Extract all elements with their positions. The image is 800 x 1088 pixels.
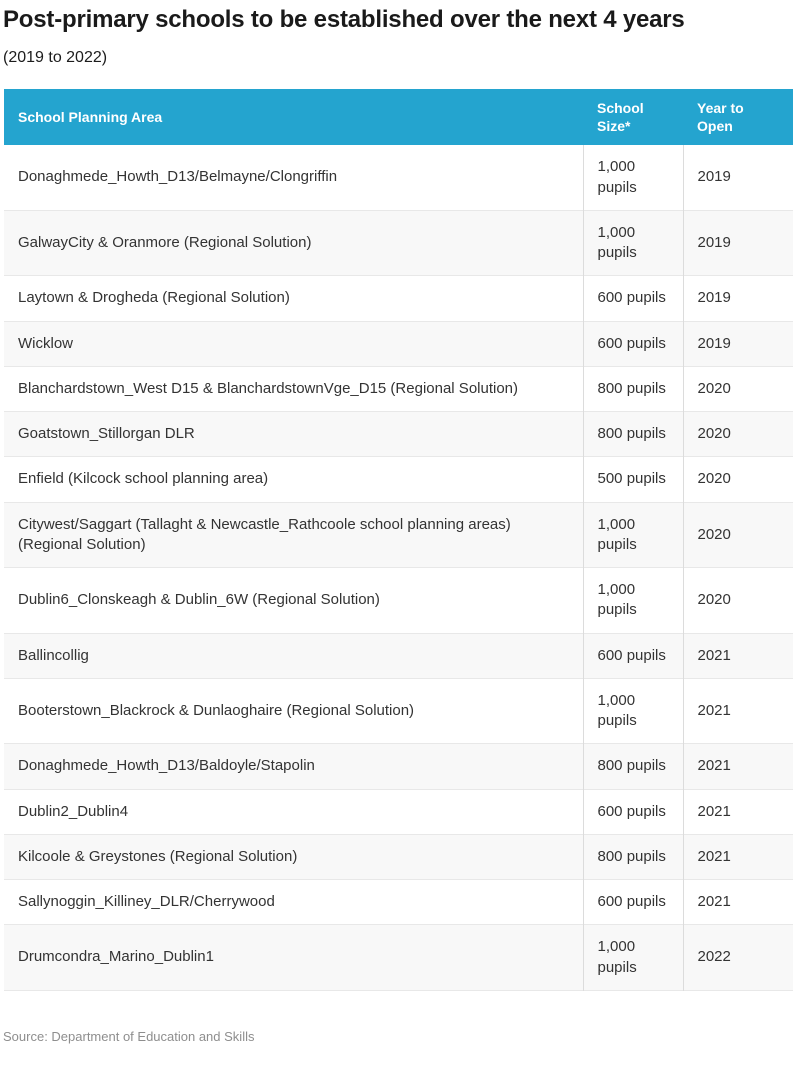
cell-school-planning-area: Laytown & Drogheda (Regional Solution) [4,275,583,322]
cell-school-size: 600 pupils [582,879,683,925]
table-row: GalwayCity & Oranmore (Regional Solution… [4,209,793,276]
cell-school-planning-area: Blanchardstown_West D15 & Blanchardstown… [4,365,583,412]
cell-year-to-open: 2019 [682,275,793,322]
cell-year-to-open: 2020 [682,365,793,412]
cell-year-to-open: 2019 [682,320,793,367]
cell-year-to-open: 2021 [682,632,793,679]
cell-year-to-open: 2021 [682,879,793,925]
table-row: Dublin6_Clonskeagh & Dublin_6W (Regional… [4,567,793,634]
cell-year-to-open: 2019 [682,209,793,276]
column-header-school-size: School Size* [583,88,683,146]
table-row: Wicklow 600 pupils 2019 [4,320,793,367]
cell-year-to-open: 2020 [682,456,793,503]
cell-school-planning-area: Sallynoggin_Killiney_DLR/Cherrywood [4,879,583,925]
cell-school-planning-area: Booterstown_Blackrock & Dunlaoghaire (Re… [4,677,583,744]
cell-school-size: 1,000 pupils [582,209,683,276]
table-row: Enfield (Kilcock school planning area) 50… [4,456,793,503]
page-title: Post-primary schools to be established o… [3,6,685,33]
cell-school-size: 600 pupils [582,320,683,367]
page: Post-primary schools to be established o… [3,6,793,1044]
cell-school-planning-area: Drumcondra_Marino_Dublin1 [4,924,583,991]
cell-school-size: 1,000 pupils [582,924,683,991]
table-header-row: School Planning Area School Size* Year t… [4,88,793,146]
page-subtitle: (2019 to 2022) [3,48,108,66]
cell-year-to-open: 2022 [682,924,793,991]
cell-year-to-open: 2021 [682,743,793,790]
cell-school-size: 800 pupils [582,411,683,457]
column-header-year-to-open: Year to Open [683,88,793,146]
cell-school-size: 500 pupils [582,456,683,503]
cell-year-to-open: 2021 [682,788,793,835]
cell-school-planning-area: Donaghmede_Howth_D13/Baldoyle/Stapolin [4,743,583,790]
cell-school-planning-area: Dublin6_Clonskeagh & Dublin_6W (Regional… [4,567,583,634]
cell-year-to-open: 2020 [682,411,793,457]
cell-year-to-open: 2020 [682,567,793,634]
table-header: School Planning Area School Size* Year t… [4,88,793,146]
cell-school-planning-area: Ballincollig [4,632,583,679]
cell-school-size: 1,000 pupils [582,677,683,744]
cell-school-size: 600 pupils [582,632,683,679]
cell-school-planning-area: Donaghmede_Howth_D13/Belmayne/Clongriffi… [18,168,338,186]
schools-table: School Planning Area School Size* Year t… [4,88,793,991]
table-row: Goatstown_Stillorgan DLR 800 pupils 2020 [4,411,793,457]
cell-school-planning-area: Citywest/Saggart (Tallaght & Newcastle_R… [4,501,583,568]
cell-school-size: 1,000 pupils [582,567,683,634]
table-row: Blanchardstown_West D15 & Blanchardstown… [4,365,793,412]
table-row: Donaghmede_Howth_D13/Belmayne/Clongriffi… [4,145,793,211]
cell-year-to-open: 2021 [682,833,793,880]
cell-school-size: 600 pupils [582,275,683,322]
cell-school-planning-area: Enfield (Kilcock school planning area) [4,456,583,503]
cell-school-planning-area: GalwayCity & Oranmore (Regional Solution… [4,209,583,276]
cell-school-size: 1,000 pupils [582,501,683,568]
cell-year-to-open: 2020 [682,501,793,568]
cell-school-planning-area: Kilcoole & Greystones (Regional Solution… [4,833,583,880]
cell-school-planning-area: Wicklow [4,320,583,367]
cell-year-to-open: 2021 [682,677,793,744]
table-row: Donaghmede_Howth_D13/Baldoyle/Stapolin 80… [4,743,793,790]
table-row: Drumcondra_Marino_Dublin1 1,000 pupils 202… [4,924,793,991]
column-header-school-planning-area: School Planning Area [4,88,583,146]
cell-school-size: 1,000 pupils [582,145,683,211]
table-row: Ballincollig 600 pupils 2021 [4,632,793,679]
cell-school-size: 800 pupils [582,365,683,412]
table-body: Donaghmede_Howth_D13/Belmayne/Clongriffi… [4,145,793,991]
table-row: Laytown & Drogheda (Regional Solution) 60… [4,275,793,322]
table-row: Booterstown_Blackrock & Dunlaoghaire (Re… [4,677,793,744]
table-row: Kilcoole & Greystones (Regional Solution… [4,833,793,880]
table-row: Sallynoggin_Killiney_DLR/Cherrywood 600 p… [4,879,793,925]
table-row: Citywest/Saggart (Tallaght & Newcastle_R… [4,501,793,568]
cell-school-size: 800 pupils [582,743,683,790]
cell-school-planning-area: Dublin2_Dublin4 [4,788,583,835]
cell-school-size: 800 pupils [582,833,683,880]
source-note: Source: Department of Education and Skil… [3,1028,255,1044]
cell-school-size: 600 pupils [582,788,683,835]
cell-year-to-open: 2019 [682,145,793,211]
cell-school-planning-area: Goatstown_Stillorgan DLR [4,411,583,457]
table-row: Dublin2_Dublin4 600 pupils 2021 [4,788,793,835]
